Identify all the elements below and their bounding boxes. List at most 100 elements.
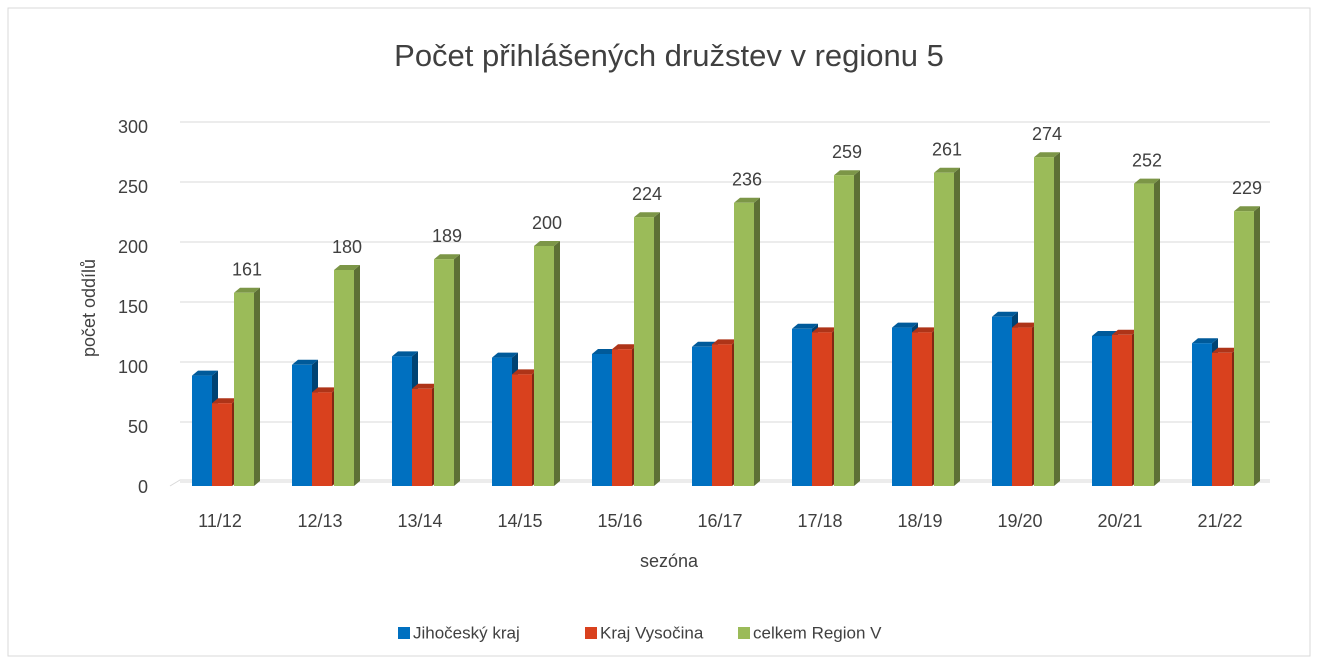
bar-side: [1254, 206, 1260, 486]
bar-side: [1054, 152, 1060, 486]
bar-top: [434, 254, 460, 260]
bar: [1012, 327, 1032, 486]
bar-top: [892, 322, 918, 328]
y-tick-label: 0: [138, 477, 148, 497]
bar: [792, 328, 812, 486]
legend-swatch: [585, 627, 597, 639]
bar-top: [1212, 347, 1238, 353]
bar: [734, 202, 754, 487]
legend-swatch: [398, 627, 410, 639]
bar-top: [1012, 322, 1038, 328]
x-tick-label: 20/21: [1097, 511, 1142, 531]
bar: [212, 403, 232, 486]
bar: [1234, 211, 1254, 486]
bar: [692, 346, 712, 486]
x-tick-label: 17/18: [797, 511, 842, 531]
data-label: 236: [732, 170, 762, 190]
bar: [192, 375, 212, 486]
bar: [1212, 352, 1232, 486]
x-tick-label: 11/12: [198, 511, 242, 531]
bar-top: [692, 341, 718, 347]
bar: [492, 357, 512, 486]
x-tick-label: 18/19: [897, 511, 942, 531]
bar-top: [412, 383, 438, 389]
x-tick-label: 16/17: [697, 511, 742, 531]
bar-side: [1154, 178, 1160, 486]
bar: [312, 392, 332, 486]
bar-side: [654, 212, 660, 486]
bar-side: [854, 170, 860, 486]
data-label: 224: [632, 184, 662, 204]
y-axis-label: počet oddílů: [79, 259, 99, 357]
bar-top: [592, 349, 618, 354]
bar-side: [454, 254, 460, 486]
x-tick-label: 12/13: [297, 511, 342, 531]
x-axis-label: sezóna: [640, 551, 699, 571]
bar: [712, 344, 732, 486]
x-tick-label: 19/20: [997, 511, 1042, 531]
bar-top: [1092, 331, 1118, 336]
bar-top: [912, 327, 938, 333]
x-tick-label: 13/14: [397, 511, 442, 531]
bar-top: [1134, 178, 1160, 184]
bar: [992, 316, 1012, 486]
data-label: 261: [932, 140, 962, 160]
bar-top: [792, 323, 818, 329]
bar-top: [1234, 206, 1260, 212]
data-label: 161: [232, 260, 262, 280]
bar: [292, 364, 312, 486]
bar: [512, 374, 532, 486]
y-tick-label: 150: [118, 297, 148, 317]
bar-top: [1112, 329, 1138, 335]
data-label: 274: [1032, 124, 1062, 144]
bar-top: [234, 287, 260, 293]
bar-top: [212, 398, 238, 404]
bar: [592, 354, 612, 486]
bar-top: [812, 327, 838, 333]
bar: [434, 259, 454, 486]
bar: [334, 270, 354, 486]
bar-top: [1034, 152, 1060, 158]
bar: [534, 246, 554, 486]
bar-top: [834, 170, 860, 176]
data-label: 259: [832, 142, 862, 162]
y-tick-label: 100: [118, 357, 148, 377]
bar-top: [512, 369, 538, 375]
chart-title: Počet přihlášených družstev v regionu 5: [394, 38, 944, 73]
legend-label: Jihočeský kraj: [413, 623, 520, 642]
bar-top: [634, 212, 660, 218]
x-tick-label: 14/15: [497, 511, 542, 531]
bar: [1112, 334, 1132, 486]
data-label: 189: [432, 226, 462, 246]
bar-top: [612, 344, 638, 350]
bar: [1092, 336, 1112, 486]
y-tick-label: 300: [118, 117, 148, 137]
bar-top: [712, 339, 738, 345]
bar: [834, 175, 854, 486]
bar-side: [754, 197, 760, 487]
bar: [1034, 157, 1054, 486]
legend-swatch: [738, 627, 750, 639]
data-label: 200: [532, 213, 562, 233]
bar-top: [192, 370, 218, 376]
data-label: 252: [1132, 150, 1162, 170]
bar-side: [954, 167, 960, 487]
data-label: 229: [1232, 178, 1262, 198]
bar: [1134, 183, 1154, 486]
bar-top: [992, 311, 1018, 317]
bar: [1192, 343, 1212, 486]
bar-top: [392, 351, 418, 357]
legend-label: celkem Region V: [753, 623, 882, 642]
bar-top: [1192, 338, 1218, 344]
bar: [912, 332, 932, 486]
bar-top: [492, 352, 518, 358]
bar: [892, 327, 912, 486]
bar: [634, 217, 654, 486]
x-tick-label: 15/16: [597, 511, 642, 531]
x-tick-label: 21/22: [1197, 511, 1242, 531]
bar: [612, 349, 632, 486]
bar-top: [312, 387, 338, 393]
bar-top: [734, 197, 760, 203]
bar-top: [334, 265, 360, 270]
